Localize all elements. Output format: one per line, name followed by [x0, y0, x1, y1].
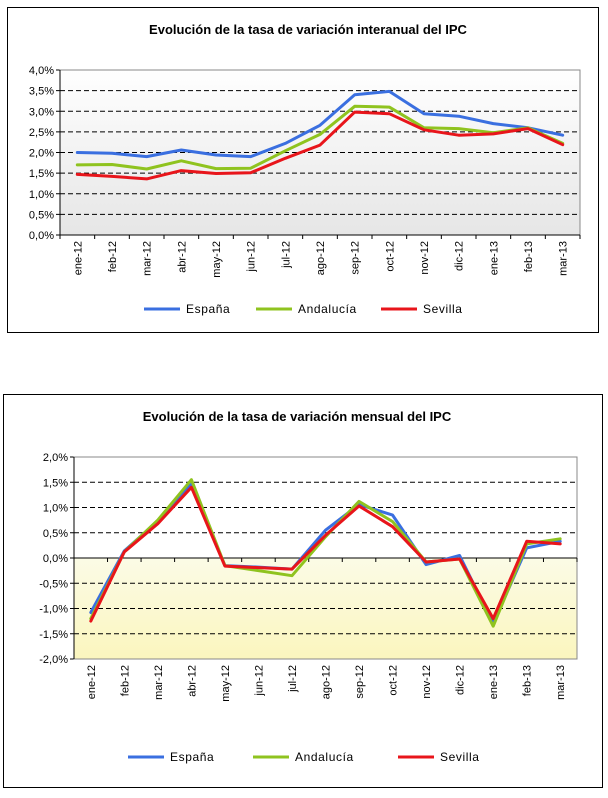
x-tick-label: ene-13 [488, 241, 500, 275]
x-tick-label: oct-12 [384, 241, 396, 272]
legend-label-1: Andalucía [295, 750, 354, 764]
chart-mensual: Evolución de la tasa de variación mensua… [39, 409, 578, 764]
x-tick-label: ene-12 [86, 665, 98, 699]
y-tick-label: 0,0% [43, 553, 68, 565]
x-tick-label: abr-12 [176, 241, 188, 273]
y-tick-label: -1,0% [39, 604, 68, 616]
x-tick-label: feb-13 [523, 241, 535, 272]
x-tick-label: sep-12 [354, 665, 366, 699]
x-tick-label: jul-12 [280, 241, 292, 269]
chart-interanual: Evolución de la tasa de variación intera… [29, 22, 581, 316]
chart-mensual-panel: Evolución de la tasa de variación mensua… [3, 394, 603, 788]
x-tick-label: may-12 [220, 665, 232, 702]
x-tick-label: mar-13 [558, 241, 570, 276]
series-line-2 [75, 110, 565, 181]
chart-title: Evolución de la tasa de variación intera… [149, 22, 467, 37]
x-tick-label: ago-12 [321, 665, 333, 699]
x-tick-label: feb-12 [107, 241, 119, 272]
y-tick-label: 0,0% [29, 230, 54, 242]
y-tick-label: 1,5% [43, 477, 68, 489]
series-line-1 [75, 104, 565, 171]
y-tick-label: 1,0% [43, 503, 68, 515]
y-tick-label: 3,0% [29, 106, 54, 118]
series-line-0 [75, 89, 565, 159]
y-tick-label: 1,0% [29, 189, 54, 201]
x-tick-label: abr-12 [186, 665, 198, 697]
x-tick-label: may-12 [211, 241, 223, 278]
x-tick-label: jun-12 [253, 665, 265, 697]
x-tick-label: feb-12 [119, 665, 131, 696]
y-tick-label: 3,5% [29, 86, 54, 98]
x-tick-label: jun-12 [246, 241, 258, 273]
x-tick-label: nov-12 [419, 241, 431, 275]
legend-label-0: España [170, 750, 214, 764]
y-tick-label: 0,5% [29, 209, 54, 221]
x-tick-label: mar-12 [142, 241, 154, 276]
x-tick-label: dic-12 [455, 665, 467, 695]
x-tick-label: sep-12 [350, 241, 362, 275]
y-tick-label: -2,0% [39, 654, 68, 666]
y-tick-label: 1,5% [29, 168, 54, 180]
x-tick-label: mar-13 [555, 665, 567, 700]
x-tick-label: ene-12 [72, 241, 84, 275]
y-tick-label: 2,5% [29, 127, 54, 139]
x-tick-label: feb-13 [522, 665, 534, 696]
x-tick-label: mar-12 [153, 665, 165, 700]
x-tick-label: dic-12 [454, 241, 466, 271]
y-tick-label: -0,5% [39, 578, 68, 590]
x-tick-label: oct-12 [388, 665, 400, 696]
y-tick-label: 0,5% [43, 528, 68, 540]
chart-interanual-panel: Evolución de la tasa de variación intera… [7, 7, 599, 333]
x-tick-label: jul-12 [287, 665, 299, 693]
legend-label-1: Andalucía [298, 302, 357, 316]
x-tick-label: ago-12 [315, 241, 327, 275]
series-line-2 [89, 485, 562, 623]
x-tick-label: nov-12 [421, 665, 433, 699]
x-tick-label: ene-13 [488, 665, 500, 699]
y-tick-label: 2,0% [43, 452, 68, 464]
legend-label-2: Sevilla [440, 750, 480, 764]
chart-title: Evolución de la tasa de variación mensua… [143, 409, 452, 424]
y-tick-label: 4,0% [29, 65, 54, 77]
y-tick-label: -1,5% [39, 629, 68, 641]
y-tick-label: 2,0% [29, 148, 54, 160]
legend-label-0: España [186, 302, 230, 316]
legend-label-2: Sevilla [423, 302, 463, 316]
